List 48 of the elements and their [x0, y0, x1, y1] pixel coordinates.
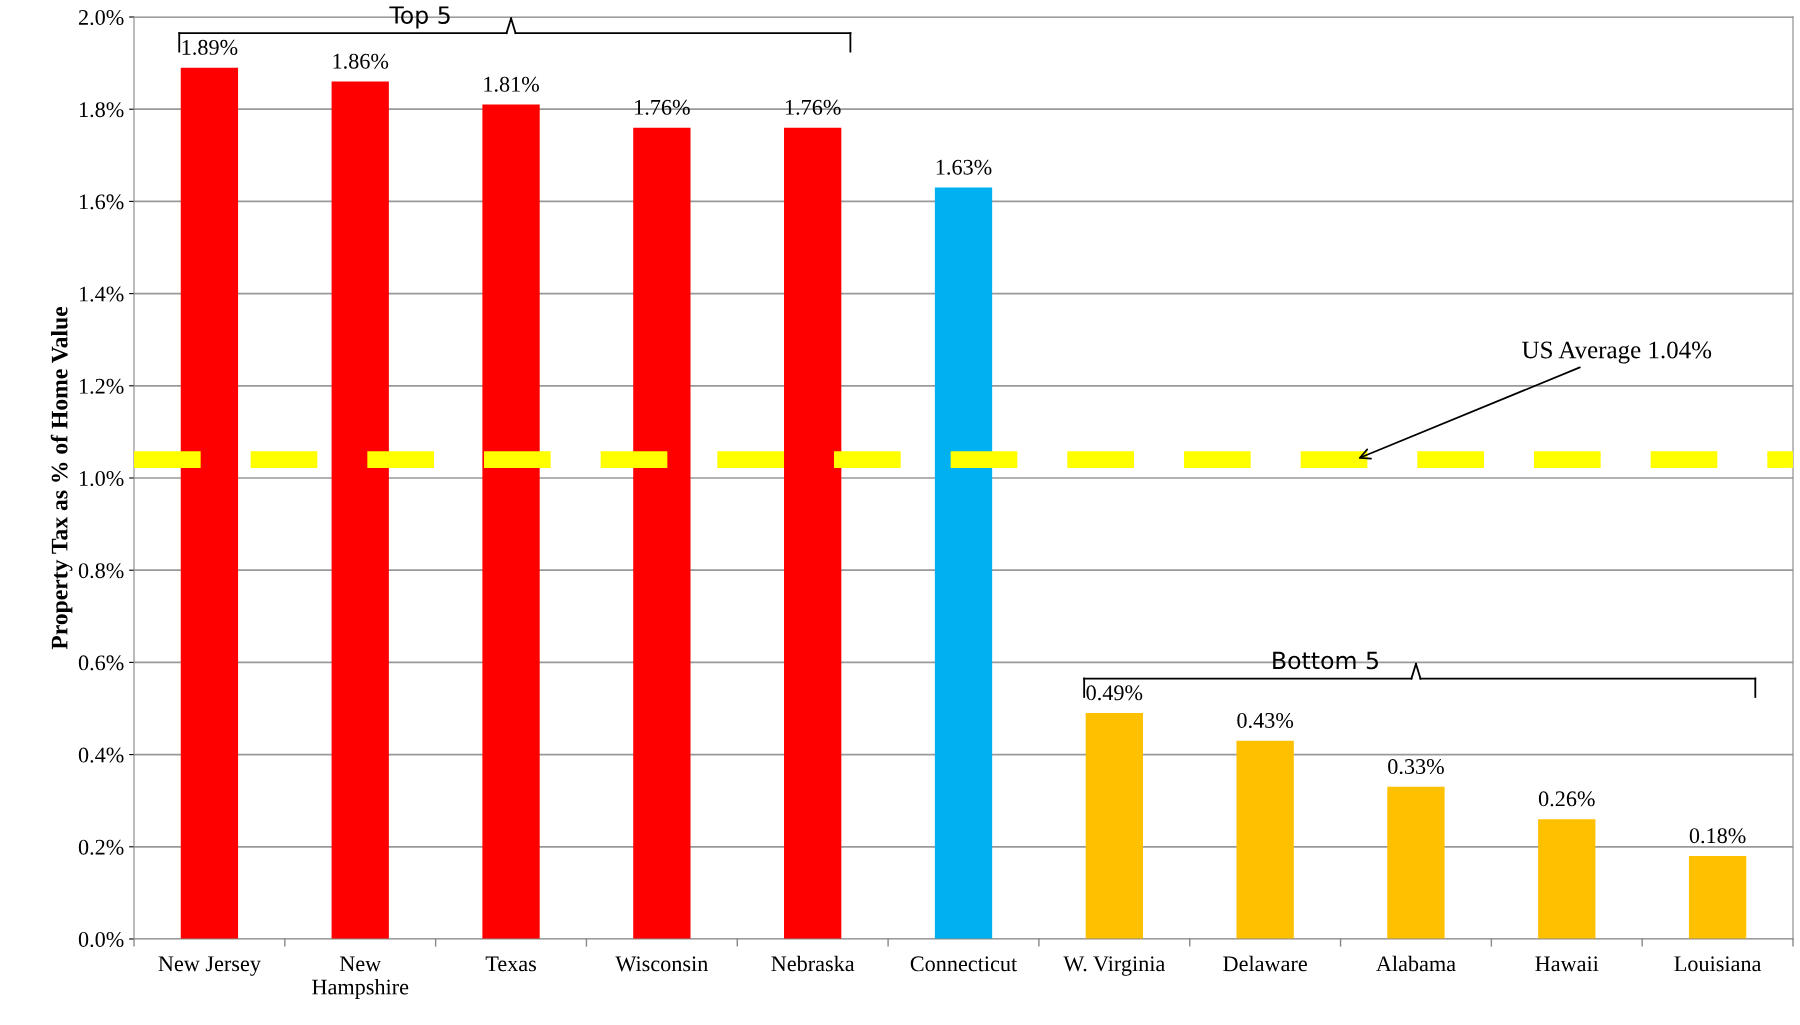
- bar: [934, 187, 993, 939]
- x-tick-label: New Jersey: [158, 956, 261, 976]
- y-tick-label: 0.4%: [78, 747, 124, 763]
- x-tick-label: Louisiana: [1674, 956, 1762, 972]
- y-axis-title: Property Tax as % of Home Value: [50, 306, 73, 650]
- bar: [331, 81, 389, 939]
- x-tick-label: W. Virginia: [1063, 956, 1166, 976]
- x-tick-label: Alabama: [1376, 955, 1456, 972]
- bar: [482, 104, 540, 939]
- y-tick-label: 1.0%: [79, 470, 124, 487]
- bar: [180, 67, 239, 939]
- x-tick-label: Connecticut: [910, 956, 1018, 972]
- bar: [633, 127, 691, 939]
- data-label: 0.43%: [1237, 712, 1294, 729]
- x-tick-label: Delaware: [1223, 955, 1307, 972]
- bar: [1085, 713, 1143, 939]
- annotation: Bottom 5: [1273, 651, 1378, 670]
- bar: [1538, 819, 1596, 939]
- bar: [1387, 786, 1445, 939]
- bar: [784, 127, 842, 939]
- y-tick-label: 0.8%: [78, 563, 124, 579]
- y-tick-label: 0.6%: [78, 655, 124, 671]
- data-label: 0.33%: [1388, 759, 1444, 775]
- x-tick-label: New Hampshire: [312, 956, 409, 1000]
- y-tick-label: 1.6%: [79, 194, 124, 210]
- ref-line-label: US Average 1.04%: [1522, 341, 1712, 364]
- data-label: 0.18%: [1689, 828, 1746, 844]
- y-tick-label: 0.2%: [78, 839, 124, 855]
- data-label: 1.89%: [182, 39, 238, 55]
- data-label: 1.63%: [936, 159, 992, 175]
- data-label: 0.26%: [1538, 791, 1595, 807]
- data-label: 1.76%: [635, 99, 690, 115]
- annotation: Top 5: [389, 6, 450, 29]
- data-label: 1.86%: [333, 53, 389, 69]
- data-label: 1.76%: [785, 99, 841, 115]
- y-tick-label: 1.4%: [79, 286, 124, 302]
- y-tick-label: 0.0%: [78, 931, 124, 948]
- data-label: 0.49%: [1086, 685, 1143, 701]
- bar: [1688, 856, 1747, 939]
- y-tick-label: 1.8%: [79, 102, 124, 118]
- x-tick-label: Wisconsin: [615, 956, 708, 972]
- y-tick-label: 2.0%: [78, 9, 124, 26]
- y-tick-label: 1.2%: [79, 378, 124, 394]
- bar: [1236, 740, 1294, 939]
- x-tick-label: Texas: [485, 956, 536, 972]
- x-tick-label: Hawaii: [1535, 956, 1599, 972]
- x-tick-label: Nebraska: [771, 955, 855, 972]
- data-label: 1.81%: [484, 76, 539, 92]
